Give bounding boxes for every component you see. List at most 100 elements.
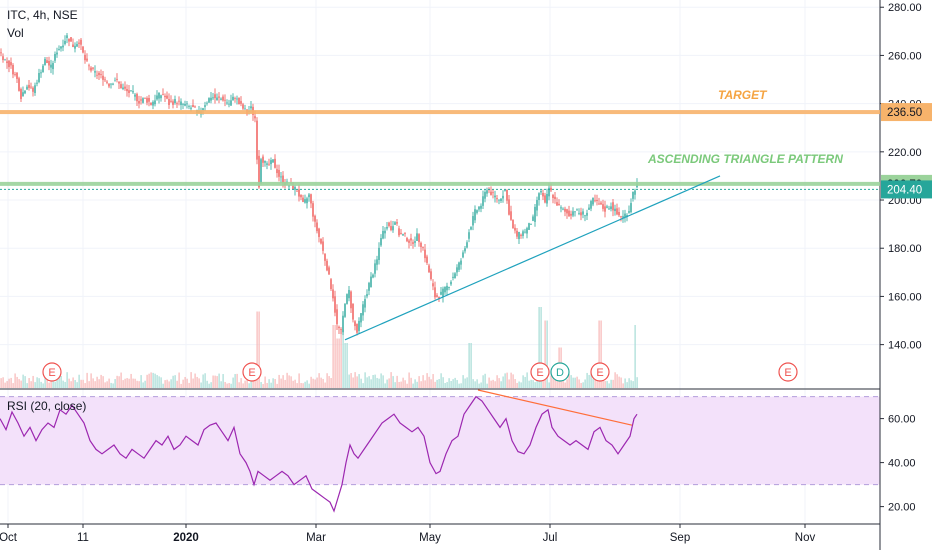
volume-bar [628,378,630,388]
volume-bar [334,325,336,388]
candle-body [534,206,536,222]
volume-bar [368,376,370,388]
earnings-marker[interactable] [530,362,550,382]
volume-bar [396,375,398,388]
candle-body [158,92,160,99]
time-axis-label: May [419,532,441,544]
volume-bar [186,378,188,388]
volume-bar [48,382,50,388]
volume-bar [232,377,234,388]
candle-body [470,227,472,230]
candle-body [614,208,616,212]
volume-bar [508,379,510,388]
earnings-marker[interactable] [242,362,262,382]
candle-body [138,101,140,104]
candle-body [266,163,268,165]
candle-body [322,241,324,251]
earnings-marker[interactable] [42,362,62,382]
candle-body [70,37,72,42]
volume-bar [346,343,348,388]
volume-bar [354,372,356,388]
candle-body [66,35,68,39]
volume-bar [470,343,472,388]
candle-body [324,254,326,261]
candle-body [210,97,212,101]
volume-bar [516,382,518,388]
volume-bar [258,311,260,388]
candle-body [142,98,144,103]
volume-bar [12,383,14,388]
volume-bar [200,382,202,388]
candle-body [600,202,602,205]
candle-body [582,211,584,215]
volume-bar [14,373,16,388]
volume-bar [606,381,608,388]
volume-bar [448,378,450,388]
candle-body [492,192,494,194]
earnings-marker[interactable] [590,362,610,382]
candle-body [608,208,610,210]
volume-bar [224,381,226,388]
volume-bar [406,383,408,388]
volume-bar [268,379,270,388]
volume-bar [214,375,216,388]
marker-label: D [556,367,564,379]
volume-bar [498,378,500,388]
candle-body [134,94,136,97]
last-price-tag[interactable] [881,180,932,199]
volume-bar [596,378,598,388]
candle-body [102,75,104,80]
volume-bar [504,373,506,388]
volume-bar [106,381,108,388]
target-price-tag[interactable] [881,103,932,122]
candle-body [332,289,334,299]
target-annotation: TARGET [718,88,767,102]
candle-body [628,211,630,213]
volume-bar [110,382,112,388]
candle-body [88,65,90,67]
candle-body [414,241,416,243]
volume-bar [192,378,194,388]
candle-body [382,230,384,239]
candle-body [572,211,574,216]
volume-bar [418,376,420,388]
volume-bar [130,373,132,388]
volume-bar [38,378,40,388]
volume-bar [632,381,634,388]
candle-body [148,97,150,102]
time-axis-label: Mar [306,532,326,544]
volume-bar [154,373,156,388]
volume-bar [230,383,232,388]
candle-body [342,315,344,333]
resistance-level-line[interactable] [0,181,880,186]
candle-body [528,223,530,230]
candle-body [576,208,578,210]
volume-bar [300,383,302,388]
volume-label: Vol [7,26,24,40]
candle-body [272,159,274,163]
volume-bar [434,381,436,388]
earnings-marker[interactable] [778,362,798,382]
volume-bar [310,376,312,388]
target-level-line[interactable] [0,110,880,115]
volume-bar [348,374,350,388]
volume-bar [454,377,456,388]
candle-body [262,156,264,163]
ascending-trend-line[interactable] [344,175,721,341]
candle-body [584,215,586,217]
volume-bar [56,378,58,388]
volume-bar [332,325,334,388]
candle-body [562,208,564,210]
candle-body [408,240,410,243]
candle-body [218,96,220,98]
candle-body [36,82,38,84]
rsi-divergence-line[interactable] [477,389,633,426]
dividend-marker[interactable] [550,362,570,382]
candle-body [50,64,52,68]
volume-bar [320,377,322,388]
candle-body [302,197,304,202]
rsi-axis-label: 40.00 [888,458,916,470]
volume-bar [280,378,282,388]
